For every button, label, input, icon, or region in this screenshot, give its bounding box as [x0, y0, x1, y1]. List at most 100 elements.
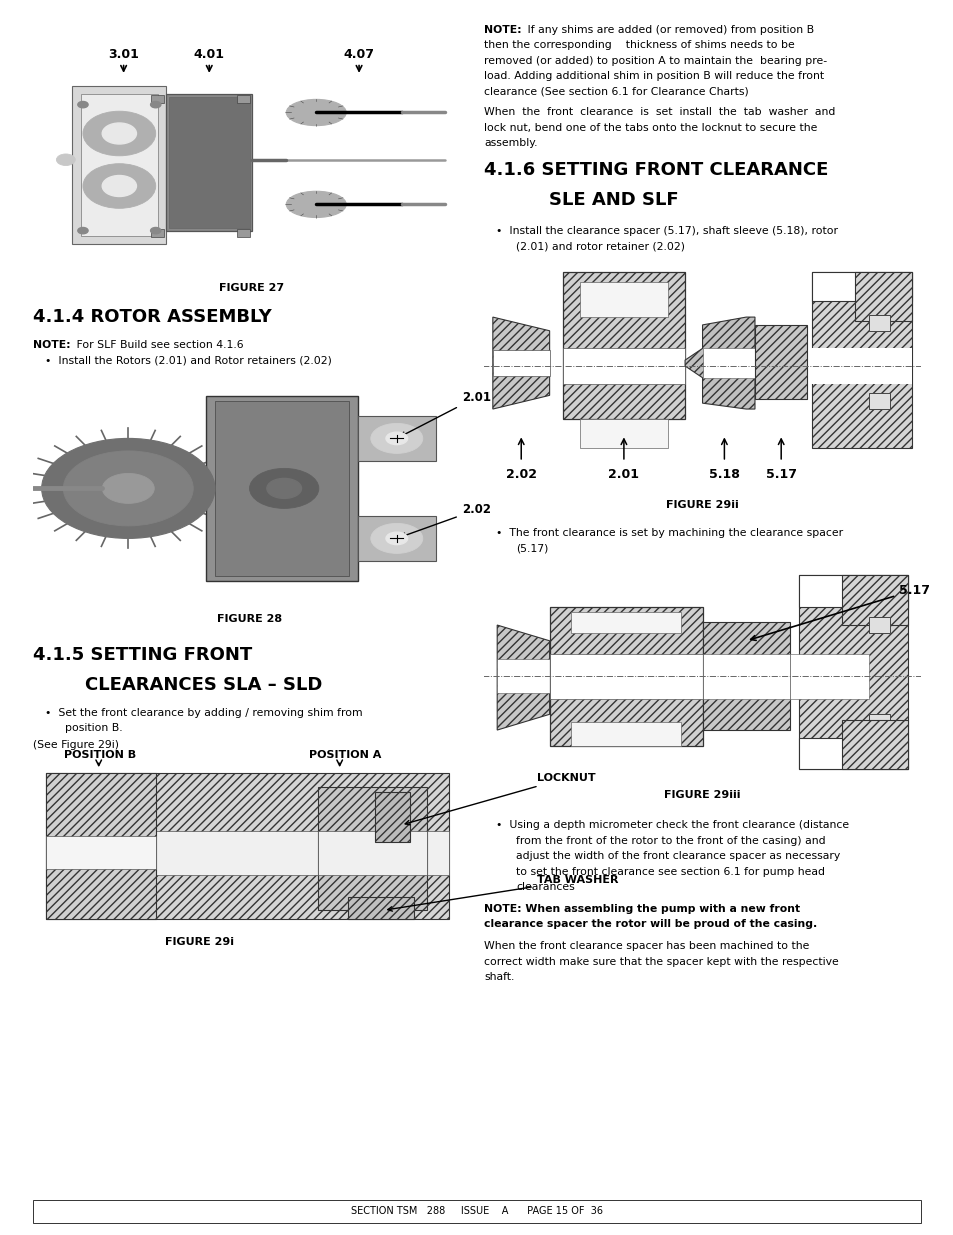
- Polygon shape: [684, 317, 754, 409]
- Circle shape: [151, 101, 161, 107]
- Circle shape: [371, 424, 422, 453]
- Text: FIGURE 28: FIGURE 28: [216, 614, 282, 624]
- Circle shape: [42, 438, 214, 538]
- Bar: [549, 606, 701, 746]
- Bar: [867, 714, 889, 730]
- Text: (2.01) and rotor retainer (2.02): (2.01) and rotor retainer (2.02): [516, 242, 684, 252]
- Text: shaft.: shaft.: [483, 972, 514, 982]
- Text: then the corresponding    thickness of shims needs to be: then the corresponding thickness of shim…: [483, 41, 794, 51]
- Text: •  Install the clearance spacer (5.17), shaft sleeve (5.18), rotor: • Install the clearance spacer (5.17), s…: [496, 226, 838, 236]
- Bar: [562, 272, 684, 419]
- Ellipse shape: [286, 191, 346, 217]
- Bar: [855, 272, 911, 321]
- Bar: [701, 348, 754, 378]
- Text: adjust the width of the front clearance spacer as necessary: adjust the width of the front clearance …: [516, 851, 840, 861]
- Text: For SLF Build see section 4.1.6: For SLF Build see section 4.1.6: [73, 340, 243, 350]
- Text: LOCKNUT: LOCKNUT: [405, 773, 595, 825]
- Text: 2.01: 2.01: [400, 391, 490, 436]
- Bar: [348, 897, 414, 919]
- Bar: [72, 86, 166, 243]
- Bar: [798, 576, 907, 606]
- Bar: [579, 419, 667, 448]
- Bar: [701, 653, 789, 699]
- Bar: [701, 622, 789, 730]
- Text: clearance (See section 6.1 for Clearance Charts): clearance (See section 6.1 for Clearance…: [483, 86, 748, 98]
- Text: FIGURE 29iii: FIGURE 29iii: [663, 790, 740, 800]
- Circle shape: [386, 432, 407, 445]
- Bar: [841, 576, 907, 625]
- Text: to set the front clearance see section 6.1 for pump head: to set the front clearance see section 6…: [516, 867, 824, 877]
- Polygon shape: [497, 625, 549, 730]
- Bar: [46, 773, 449, 919]
- Text: 5.18: 5.18: [708, 468, 740, 480]
- Bar: [867, 394, 889, 409]
- Text: clearance spacer the rotor will be proud of the casing.: clearance spacer the rotor will be proud…: [483, 920, 817, 930]
- Text: 4.1.5 SETTING FRONT: 4.1.5 SETTING FRONT: [33, 646, 252, 664]
- Text: If any shims are added (or removed) from position B: If any shims are added (or removed) from…: [523, 25, 813, 35]
- Text: 4.01: 4.01: [193, 48, 225, 62]
- Circle shape: [371, 524, 422, 553]
- Text: FIGURE 29i: FIGURE 29i: [165, 937, 233, 947]
- Text: POSITION A: POSITION A: [309, 750, 381, 760]
- Text: POSITION B: POSITION B: [64, 750, 135, 760]
- Text: (See Figure 29i): (See Figure 29i): [33, 741, 119, 751]
- Text: correct width make sure that the spacer kept with the respective: correct width make sure that the spacer …: [483, 957, 838, 967]
- Bar: [867, 315, 889, 331]
- Text: When  the  front  clearance  is  set  install  the  tab  washer  and: When the front clearance is set install …: [483, 107, 835, 117]
- Text: lock nut, bend one of the tabs onto the locknut to secure the: lock nut, bend one of the tabs onto the …: [483, 122, 817, 132]
- Bar: [571, 611, 680, 632]
- Bar: [549, 653, 701, 699]
- Text: CLEARANCES SLA – SLD: CLEARANCES SLA – SLD: [85, 676, 322, 694]
- Bar: [867, 618, 889, 632]
- Text: position B.: position B.: [65, 724, 123, 734]
- Text: NOTE:: NOTE:: [33, 340, 71, 350]
- Bar: [317, 831, 427, 874]
- Text: •  The front clearance is set by machining the clearance spacer: • The front clearance is set by machinin…: [496, 529, 842, 538]
- Ellipse shape: [286, 99, 346, 126]
- Bar: [152, 230, 164, 237]
- Text: •  Set the front clearance by adding / removing shim from: • Set the front clearance by adding / re…: [45, 708, 362, 718]
- Text: 5.17: 5.17: [750, 584, 929, 641]
- Circle shape: [102, 175, 136, 196]
- Text: •  Using a depth micrometer check the front clearance (distance: • Using a depth micrometer check the fro…: [496, 820, 848, 830]
- Bar: [46, 836, 155, 869]
- Bar: [375, 792, 410, 841]
- Text: assembly.: assembly.: [483, 138, 537, 148]
- Text: SECTION TSM   288     ISSUE    A      PAGE 15 OF  36: SECTION TSM 288 ISSUE A PAGE 15 OF 36: [351, 1207, 602, 1216]
- Circle shape: [102, 473, 154, 504]
- Circle shape: [250, 468, 318, 509]
- Bar: [169, 96, 250, 228]
- Circle shape: [151, 227, 161, 233]
- Text: 2.01: 2.01: [608, 468, 639, 480]
- Text: 5.17: 5.17: [765, 468, 796, 480]
- Text: 4.07: 4.07: [343, 48, 375, 62]
- Bar: [811, 272, 911, 301]
- Circle shape: [267, 478, 301, 499]
- Bar: [789, 653, 867, 699]
- Text: When the front clearance spacer has been machined to the: When the front clearance spacer has been…: [483, 941, 808, 951]
- Bar: [357, 516, 436, 561]
- Polygon shape: [493, 317, 549, 409]
- Bar: [571, 722, 680, 746]
- Text: 3.01: 3.01: [108, 48, 139, 62]
- Bar: [562, 348, 684, 384]
- Bar: [81, 94, 157, 236]
- Text: from the front of the rotor to the front of the casing) and: from the front of the rotor to the front…: [516, 836, 825, 846]
- Text: removed (or added) to position A to maintain the  bearing pre-: removed (or added) to position A to main…: [483, 56, 826, 65]
- Text: (5.17): (5.17): [516, 543, 548, 553]
- Circle shape: [386, 532, 407, 545]
- Circle shape: [78, 227, 88, 233]
- Text: 2.02: 2.02: [400, 504, 490, 537]
- Text: TAB WASHER: TAB WASHER: [387, 874, 618, 911]
- Text: SLE AND SLF: SLE AND SLF: [549, 191, 678, 210]
- Text: 2.02: 2.02: [505, 468, 537, 480]
- Bar: [33, 1200, 920, 1223]
- Text: 4.1.4 ROTOR ASSEMBLY: 4.1.4 ROTOR ASSEMBLY: [33, 308, 272, 326]
- Text: NOTE:: NOTE:: [483, 25, 521, 35]
- Circle shape: [83, 164, 155, 209]
- Bar: [493, 351, 549, 375]
- Bar: [841, 720, 907, 769]
- Bar: [483, 348, 911, 384]
- Bar: [152, 95, 164, 104]
- Bar: [214, 401, 349, 576]
